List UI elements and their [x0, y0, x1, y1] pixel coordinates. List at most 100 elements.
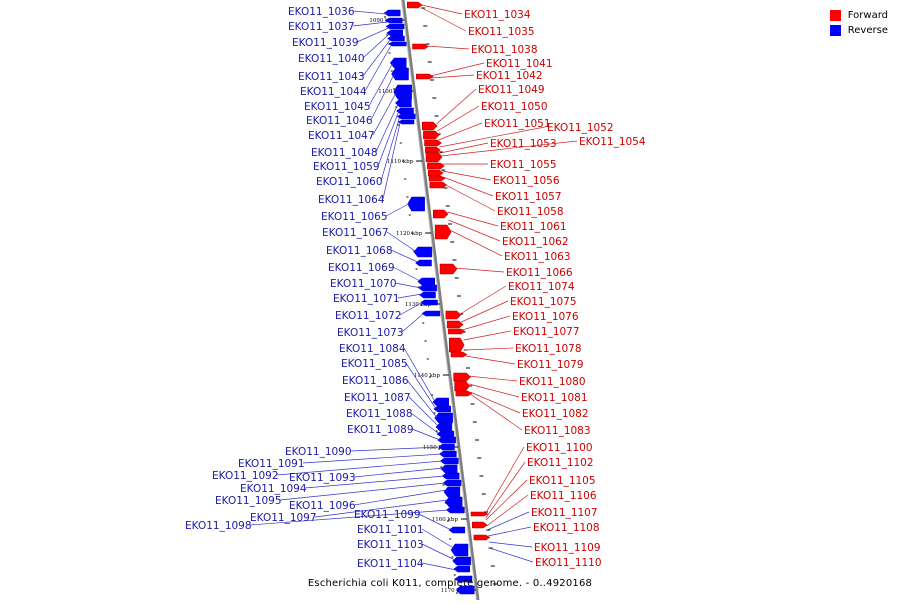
reverse-gene-label: EKO11_1045: [304, 101, 371, 113]
reverse-gene-label: EKO11_1065: [321, 211, 388, 223]
reverse-gene-connector: [362, 33, 390, 59]
forward-gene-arrow: [433, 209, 449, 219]
reverse-gene-label: EKO11_1046: [306, 115, 373, 127]
reverse-gene-arrow: [455, 585, 475, 595]
reverse-gene-arrow: [448, 526, 466, 534]
forward-gene-label: EKO11_1077: [513, 326, 580, 338]
reverse-gene-label: EKO11_1040: [298, 53, 365, 65]
forward-gene-label: EKO11_1076: [512, 311, 579, 323]
legend-item-reverse: Reverse: [829, 23, 888, 38]
forward-gene-label: EKO11_1058: [497, 206, 564, 218]
reverse-gene-connector: [304, 475, 445, 489]
forward-gene-label: EKO11_1052: [547, 122, 614, 134]
reverse-gene-arrow: [421, 310, 441, 317]
reverse-gene-arrow: [387, 41, 407, 47]
forward-gene-label: EKO11_1056: [493, 175, 560, 187]
reverse-swatch: [829, 25, 841, 36]
forward-gene-arrow: [453, 372, 471, 382]
reverse-gene-arrow: [434, 412, 453, 424]
forward-gene-connector: [440, 142, 489, 154]
forward-gene-connector: [467, 375, 518, 382]
legend-label-reverse: Reverse: [847, 25, 888, 36]
forward-gene-label: EKO11_1063: [504, 251, 571, 263]
reverse-gene-label: EKO11_1093: [289, 472, 356, 484]
reverse-gene-arrow: [386, 29, 403, 37]
reverse-gene-label: EKO11_1098: [185, 520, 252, 532]
reverse-gene-connector: [302, 453, 442, 464]
reverse-gene-connector: [362, 39, 391, 77]
forward-gene-arrow: [416, 73, 434, 80]
reverse-gene-arrow: [413, 246, 433, 258]
reverse-gene-label: EKO11_1060: [316, 176, 383, 188]
reverse-gene-label: EKO11_1086: [342, 375, 409, 387]
forward-gene-connector: [426, 45, 470, 50]
forward-gene-connector: [430, 62, 485, 77]
reverse-gene-connector: [421, 562, 457, 571]
legend: Forward Reverse: [829, 8, 888, 38]
forward-gene-connector: [448, 219, 501, 242]
forward-gene-arrow: [445, 310, 462, 320]
reverse-gene-arrow: [452, 556, 471, 566]
forward-gene-arrow: [412, 43, 429, 50]
reverse-gene-arrow: [396, 113, 416, 120]
reverse-gene-arrow: [445, 506, 465, 514]
reverse-gene-connector: [249, 509, 449, 526]
forward-gene-arrow: [473, 534, 491, 541]
forward-gene-label: EKO11_1041: [486, 58, 553, 70]
reverse-gene-arrow: [443, 486, 461, 498]
reverse-gene-arrow: [396, 107, 414, 115]
forward-gene-arrow: [446, 320, 464, 329]
forward-gene-label: EKO11_1078: [515, 343, 582, 355]
axis-tick-label: 1120 kbp: [396, 231, 423, 237]
reverse-gene-connector: [386, 231, 417, 253]
genome-backbone: [401, 0, 481, 604]
reverse-gene-label: EKO11_1099: [354, 509, 421, 521]
reverse-gene-connector: [279, 482, 446, 501]
reverse-gene-label: EKO11_1068: [326, 245, 393, 257]
reverse-gene-label: EKO11_1069: [328, 262, 395, 274]
reverse-gene-connector: [408, 396, 439, 427]
forward-gene-label: EKO11_1055: [490, 159, 557, 171]
reverse-gene-arrow: [440, 464, 458, 474]
reverse-gene-connector: [372, 91, 397, 136]
axis-tick-label: 1140 kbp: [414, 373, 441, 379]
legend-item-forward: Forward: [829, 8, 888, 23]
reverse-gene-connector: [410, 412, 440, 435]
forward-gene-connector: [449, 229, 503, 257]
forward-gene-connector: [436, 88, 477, 125]
reverse-gene-arrow: [407, 196, 425, 212]
forward-gene-label: EKO11_1105: [529, 475, 596, 487]
reverse-gene-connector: [418, 513, 452, 531]
reverse-gene-connector: [276, 460, 443, 476]
forward-gene-arrow: [454, 380, 470, 392]
forward-gene-connector: [454, 267, 505, 273]
reverse-gene-connector: [397, 293, 422, 299]
forward-gene-connector: [440, 140, 578, 157]
forward-gene-arrow: [425, 146, 441, 154]
reverse-gene-label: EKO11_1073: [337, 327, 404, 339]
forward-gene-connector: [421, 7, 467, 32]
backbone-highlight: [400, 0, 478, 604]
forward-gene-label: EKO11_1102: [527, 457, 594, 469]
genome-caption: Escherichia coli K011, complete genome. …: [307, 578, 593, 589]
reverse-gene-label: EKO11_1095: [215, 495, 282, 507]
forward-gene-arrow: [428, 175, 446, 182]
reverse-gene-arrow: [444, 496, 463, 508]
reverse-gene-label: EKO11_1037: [288, 21, 355, 33]
forward-gene-connector: [488, 541, 533, 548]
forward-gene-arrow: [439, 263, 458, 275]
forward-gene-connector: [468, 383, 520, 398]
reverse-gene-arrow: [436, 430, 455, 438]
forward-gene-connector: [447, 211, 499, 227]
forward-gene-label: EKO11_1110: [535, 557, 602, 569]
reverse-gene-label: EKO11_1090: [285, 446, 352, 458]
forward-gene-label: EKO11_1081: [521, 392, 588, 404]
forward-gene-connector: [437, 105, 480, 132]
reverse-gene-connector: [406, 379, 438, 419]
reverse-gene-connector: [352, 21, 388, 27]
reverse-gene-arrow: [419, 291, 436, 299]
reverse-gene-label: EKO11_1047: [308, 130, 375, 142]
forward-gene-connector: [438, 122, 483, 141]
forward-gene-connector: [487, 526, 532, 537]
